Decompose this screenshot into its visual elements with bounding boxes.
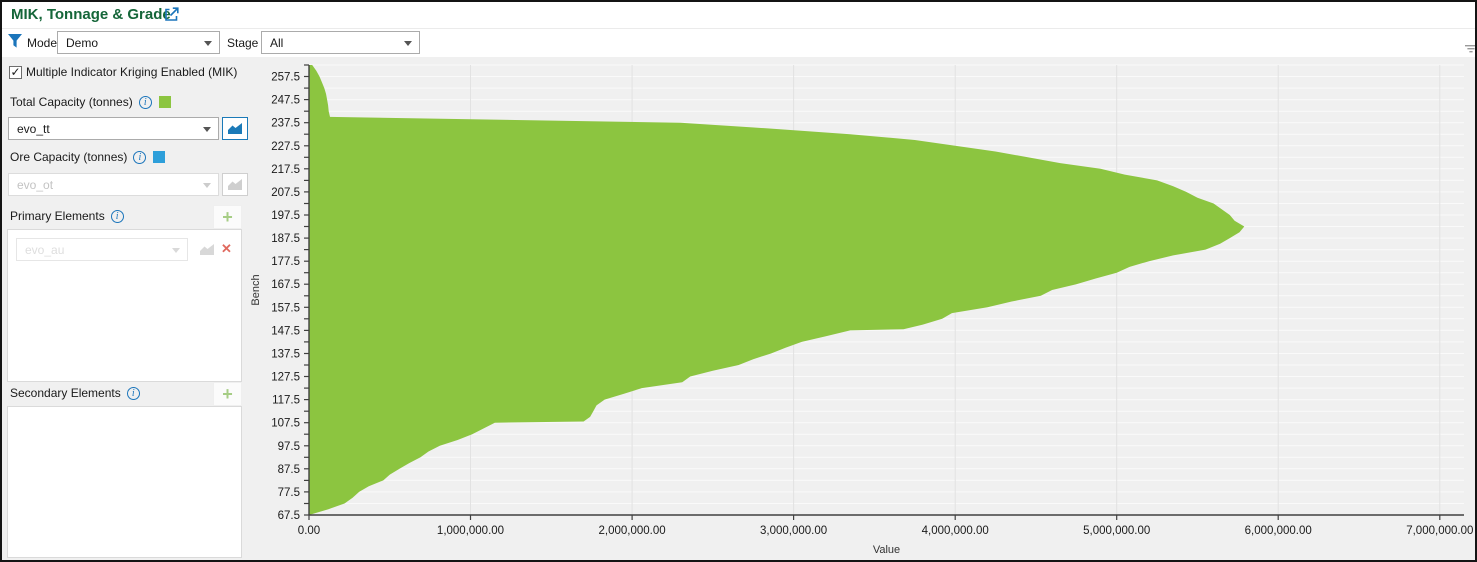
secondary-elements-list [7, 406, 242, 558]
svg-text:0.00: 0.00 [298, 525, 320, 537]
external-link-icon[interactable] [164, 7, 179, 27]
svg-text:157.5: 157.5 [271, 302, 300, 314]
svg-text:117.5: 117.5 [272, 395, 300, 407]
svg-text:257.5: 257.5 [271, 72, 300, 84]
mik-enabled-label: Multiple Indicator Kriging Enabled (MIK) [26, 65, 238, 79]
model-label: Model [27, 36, 60, 50]
mik-enabled-checkbox[interactable]: ✓ [9, 64, 22, 79]
svg-text:7,000,000.00: 7,000,000.00 [1406, 525, 1473, 537]
svg-text:5,000,000.00: 5,000,000.00 [1083, 525, 1150, 537]
filter-icon [7, 33, 23, 54]
info-icon[interactable]: i [133, 150, 147, 164]
svg-text:187.5: 187.5 [271, 233, 300, 245]
svg-text:87.5: 87.5 [278, 464, 300, 476]
svg-text:97.5: 97.5 [278, 441, 300, 453]
total-capacity-color-swatch [158, 96, 171, 108]
svg-text:2,000,000.00: 2,000,000.00 [599, 525, 666, 537]
chevron-down-icon [404, 41, 412, 46]
svg-text:77.5: 77.5 [278, 487, 300, 499]
svg-text:107.5: 107.5 [271, 418, 300, 430]
info-icon[interactable]: i [126, 386, 140, 400]
stage-select[interactable]: All [261, 31, 420, 54]
config-sidebar: ✓ Multiple Indicator Kriging Enabled (MI… [2, 57, 248, 560]
primary-element-field-value: evo_au [25, 242, 65, 257]
total-capacity-field-value: evo_tt [17, 121, 50, 136]
svg-text:67.5: 67.5 [278, 510, 300, 522]
primary-elements-list: evo_au ✕ [7, 229, 242, 382]
ore-capacity-chart-button [222, 173, 248, 196]
svg-text:197.5: 197.5 [271, 210, 300, 222]
svg-text:177.5: 177.5 [271, 256, 300, 268]
svg-text:6,000,000.00: 6,000,000.00 [1245, 525, 1312, 537]
model-select[interactable]: Demo [57, 31, 220, 54]
total-capacity-field-select[interactable]: evo_tt [8, 117, 219, 140]
page-title: MIK, Tonnage & Grade [11, 6, 171, 23]
primary-element-field-select: evo_au [16, 238, 188, 261]
svg-text:167.5: 167.5 [271, 279, 300, 291]
svg-text:217.5: 217.5 [271, 164, 300, 176]
svg-text:Value: Value [873, 544, 900, 556]
svg-text:247.5: 247.5 [271, 95, 300, 107]
info-icon[interactable]: i [138, 95, 152, 109]
stage-select-value: All [270, 35, 284, 50]
secondary-elements-label: Secondary Elements [10, 386, 121, 400]
svg-text:127.5: 127.5 [271, 372, 300, 384]
splitter-grip-icon[interactable] [1465, 41, 1475, 59]
stage-label: Stage [227, 36, 259, 50]
titlebar: MIK, Tonnage & Grade [2, 2, 1475, 29]
svg-text:Bench: Bench [250, 274, 262, 305]
add-primary-element-button[interactable]: + [213, 205, 242, 229]
ore-capacity-field-select: evo_ot [8, 173, 219, 196]
tonnage-grade-area-chart: 257.5 247.5 237.5 227.5 217.5 207.5 197.5 187.5… [250, 64, 1473, 556]
chevron-down-icon [203, 183, 211, 188]
filter-row: Model Demo Stage All [2, 29, 1475, 57]
svg-text:4,000,000.00: 4,000,000.00 [922, 525, 989, 537]
remove-primary-element-button[interactable]: ✕ [221, 241, 232, 256]
primary-element-chart-button [194, 238, 220, 261]
ore-capacity-color-swatch [153, 151, 166, 163]
chevron-down-icon [204, 41, 212, 46]
ore-capacity-label: Ore Capacity (tonnes) [10, 150, 128, 164]
svg-text:137.5: 137.5 [271, 349, 300, 361]
add-secondary-element-button[interactable]: + [213, 382, 242, 406]
svg-text:147.5: 147.5 [271, 325, 300, 337]
total-capacity-chart-button[interactable] [222, 117, 248, 140]
svg-text:207.5: 207.5 [271, 187, 300, 199]
svg-text:3,000,000.00: 3,000,000.00 [760, 525, 827, 537]
chevron-down-icon [203, 127, 211, 132]
model-select-value: Demo [66, 35, 99, 50]
total-capacity-label: Total Capacity (tonnes) [10, 95, 133, 109]
svg-text:1,000,000.00: 1,000,000.00 [437, 525, 504, 537]
ore-capacity-field-value: evo_ot [17, 177, 54, 192]
info-icon[interactable]: i [110, 209, 124, 223]
primary-elements-label: Primary Elements [10, 209, 105, 223]
chevron-down-icon [172, 248, 180, 253]
svg-text:227.5: 227.5 [271, 141, 300, 153]
svg-text:237.5: 237.5 [271, 118, 300, 130]
